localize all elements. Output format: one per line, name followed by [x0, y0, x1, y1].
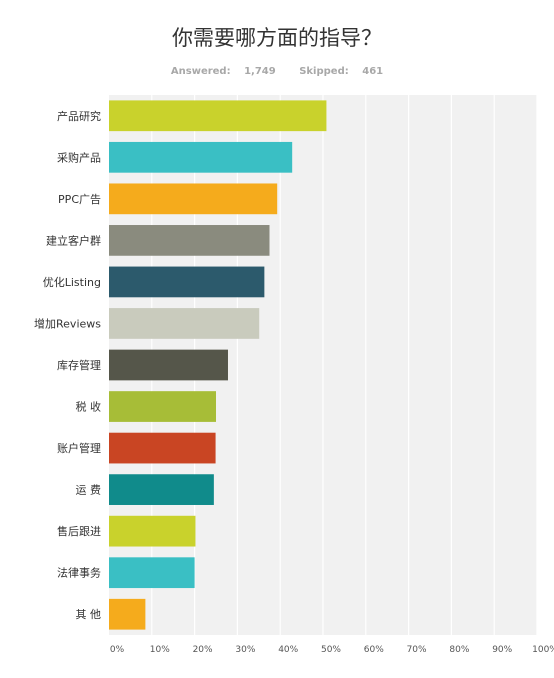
bar: [109, 391, 216, 422]
x-tick-label: 70%: [407, 645, 427, 655]
category-label: 运 费: [76, 484, 102, 497]
x-tick-label: 30%: [235, 645, 255, 655]
bar: [109, 515, 196, 547]
response-stats: Answered: 1,749 Skipped: 461: [0, 66, 554, 77]
category-label: 售后跟进: [57, 524, 101, 538]
x-tick-labels: 0% 10% 20% 30% 40% 50% 60% 70% 80% 90% 100%: [110, 645, 554, 655]
bar: [109, 225, 270, 256]
x-tick-label: 10%: [150, 645, 170, 655]
bar: [109, 141, 293, 173]
bar: [109, 432, 216, 464]
grid-lines: [151, 95, 538, 635]
x-tick-label: 80%: [449, 645, 469, 655]
bar: [109, 474, 214, 505]
category-label: PPC广告: [58, 193, 101, 206]
bars: [109, 100, 327, 630]
bar: [109, 598, 146, 630]
bar: [109, 183, 278, 215]
category-label: 其 他: [76, 608, 102, 621]
x-tick-label: 60%: [364, 645, 384, 655]
bar: [109, 349, 228, 381]
skipped-value: 461: [362, 66, 384, 77]
category-label: 建立客户群: [46, 233, 101, 247]
category-label: 优化Listing: [43, 275, 101, 289]
skipped-label: Skipped:: [299, 66, 349, 77]
category-label: 账户管理: [57, 441, 101, 455]
x-tick-label: 0%: [110, 645, 125, 655]
bar: [109, 308, 260, 339]
category-label: 产品研究: [57, 109, 101, 123]
answered-label: Answered:: [170, 66, 231, 77]
x-tick-label: 50%: [321, 645, 341, 655]
x-tick-label: 100%: [532, 645, 554, 655]
category-label: 增加Reviews: [34, 316, 101, 330]
bar: [109, 557, 195, 589]
answered-count: Answered: 1,749: [166, 66, 281, 77]
category-label: 库存管理: [57, 358, 101, 372]
chart-title: 你需要哪方面的指导？: [172, 26, 382, 50]
x-tick-label: 40%: [278, 645, 298, 655]
bar: [109, 100, 327, 132]
category-label: 采购产品: [57, 150, 101, 164]
category-label: 税 收: [76, 400, 102, 414]
category-label: 法律事务: [57, 566, 101, 580]
x-tick-label: 20%: [193, 645, 213, 655]
answered-value: 1,749: [244, 66, 276, 77]
skipped-count: Skipped: 461: [294, 66, 388, 77]
x-tick-label: 90%: [492, 645, 512, 655]
bar: [109, 266, 265, 298]
